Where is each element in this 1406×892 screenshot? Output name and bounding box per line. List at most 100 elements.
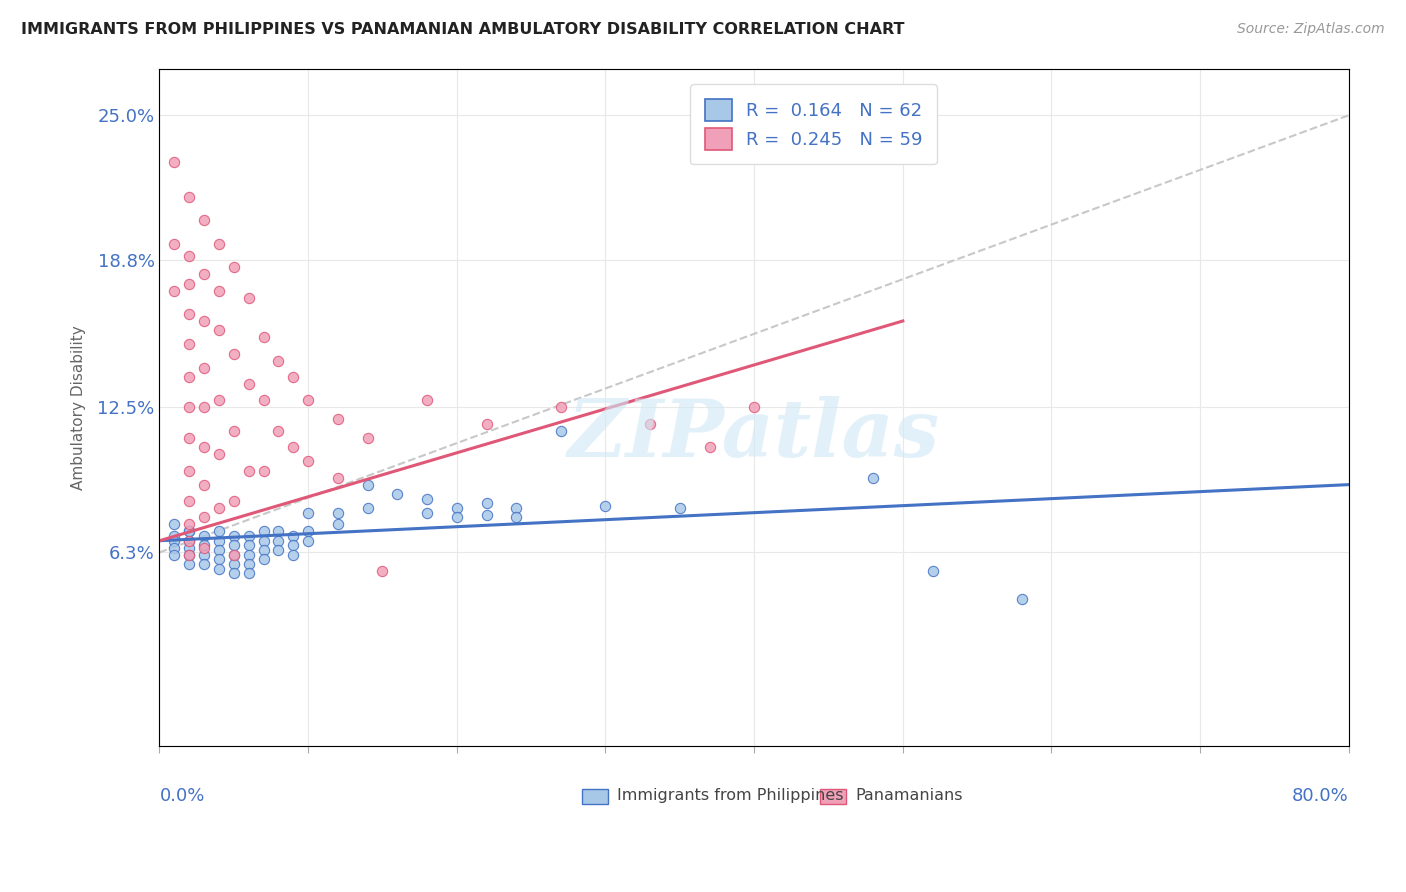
- Point: [356, 477, 378, 491]
- Point: [326, 412, 349, 426]
- Point: [238, 464, 260, 478]
- Point: [638, 417, 661, 431]
- Point: [222, 347, 245, 361]
- Point: [163, 541, 186, 555]
- Point: [387, 487, 409, 501]
- Point: [222, 548, 245, 562]
- Point: [252, 552, 274, 566]
- Point: [446, 500, 468, 515]
- Point: [238, 529, 260, 543]
- Point: [371, 564, 394, 578]
- Point: [283, 538, 305, 552]
- Point: [179, 524, 201, 539]
- Point: [297, 506, 319, 520]
- Text: 80.0%: 80.0%: [1292, 787, 1348, 805]
- Point: [505, 500, 527, 515]
- Point: [356, 431, 378, 445]
- Point: [326, 517, 349, 532]
- Point: [193, 360, 215, 375]
- Point: [862, 470, 884, 484]
- Point: [163, 284, 186, 298]
- Point: [179, 548, 201, 562]
- Point: [193, 401, 215, 415]
- Point: [252, 543, 274, 558]
- Point: [208, 393, 231, 408]
- Point: [238, 557, 260, 571]
- Point: [179, 494, 201, 508]
- Point: [222, 529, 245, 543]
- Point: [208, 543, 231, 558]
- Point: [283, 370, 305, 384]
- Point: [669, 500, 692, 515]
- Point: [595, 499, 617, 513]
- Point: [193, 440, 215, 454]
- Point: [222, 538, 245, 552]
- Point: [222, 260, 245, 275]
- Point: [179, 464, 201, 478]
- Point: [179, 517, 201, 532]
- Point: [238, 538, 260, 552]
- Point: [356, 500, 378, 515]
- Point: [163, 533, 186, 548]
- Point: [475, 508, 498, 522]
- Point: [1011, 592, 1033, 607]
- Point: [238, 377, 260, 392]
- Point: [267, 533, 290, 548]
- Point: [193, 557, 215, 571]
- Point: [163, 517, 186, 532]
- Point: [550, 424, 572, 438]
- Point: [193, 510, 215, 524]
- Point: [416, 393, 439, 408]
- Point: [505, 510, 527, 524]
- Point: [193, 314, 215, 328]
- Point: [193, 267, 215, 281]
- Point: [179, 307, 201, 321]
- Point: [283, 440, 305, 454]
- Point: [267, 424, 290, 438]
- Point: [163, 529, 186, 543]
- Point: [416, 506, 439, 520]
- Point: [179, 190, 201, 204]
- Point: [267, 524, 290, 539]
- Point: [208, 552, 231, 566]
- Point: [179, 401, 201, 415]
- Point: [208, 524, 231, 539]
- Point: [252, 330, 274, 344]
- Point: [193, 548, 215, 562]
- Point: [193, 529, 215, 543]
- Point: [446, 510, 468, 524]
- Point: [550, 401, 572, 415]
- Point: [222, 557, 245, 571]
- Point: [475, 417, 498, 431]
- Point: [179, 277, 201, 291]
- Text: 0.0%: 0.0%: [159, 787, 205, 805]
- Point: [208, 562, 231, 576]
- Point: [179, 533, 201, 548]
- Point: [179, 524, 201, 539]
- Point: [326, 470, 349, 484]
- Point: [208, 447, 231, 461]
- Legend: R =  0.164   N = 62, R =  0.245   N = 59: R = 0.164 N = 62, R = 0.245 N = 59: [690, 85, 936, 164]
- Point: [267, 543, 290, 558]
- Point: [238, 548, 260, 562]
- Text: IMMIGRANTS FROM PHILIPPINES VS PANAMANIAN AMBULATORY DISABILITY CORRELATION CHAR: IMMIGRANTS FROM PHILIPPINES VS PANAMANIA…: [21, 22, 904, 37]
- Point: [179, 431, 201, 445]
- Point: [208, 236, 231, 251]
- Point: [297, 524, 319, 539]
- Text: Immigrants from Philippines: Immigrants from Philippines: [617, 789, 844, 804]
- Point: [208, 533, 231, 548]
- Point: [742, 401, 765, 415]
- Text: Panamanians: Panamanians: [855, 789, 963, 804]
- Point: [179, 370, 201, 384]
- Point: [252, 393, 274, 408]
- Y-axis label: Ambulatory Disability: Ambulatory Disability: [72, 325, 86, 490]
- Point: [416, 491, 439, 506]
- Point: [193, 213, 215, 227]
- Point: [326, 506, 349, 520]
- Point: [252, 524, 274, 539]
- Point: [921, 564, 943, 578]
- Point: [475, 496, 498, 510]
- Point: [163, 155, 186, 169]
- Point: [163, 236, 186, 251]
- Text: Source: ZipAtlas.com: Source: ZipAtlas.com: [1237, 22, 1385, 37]
